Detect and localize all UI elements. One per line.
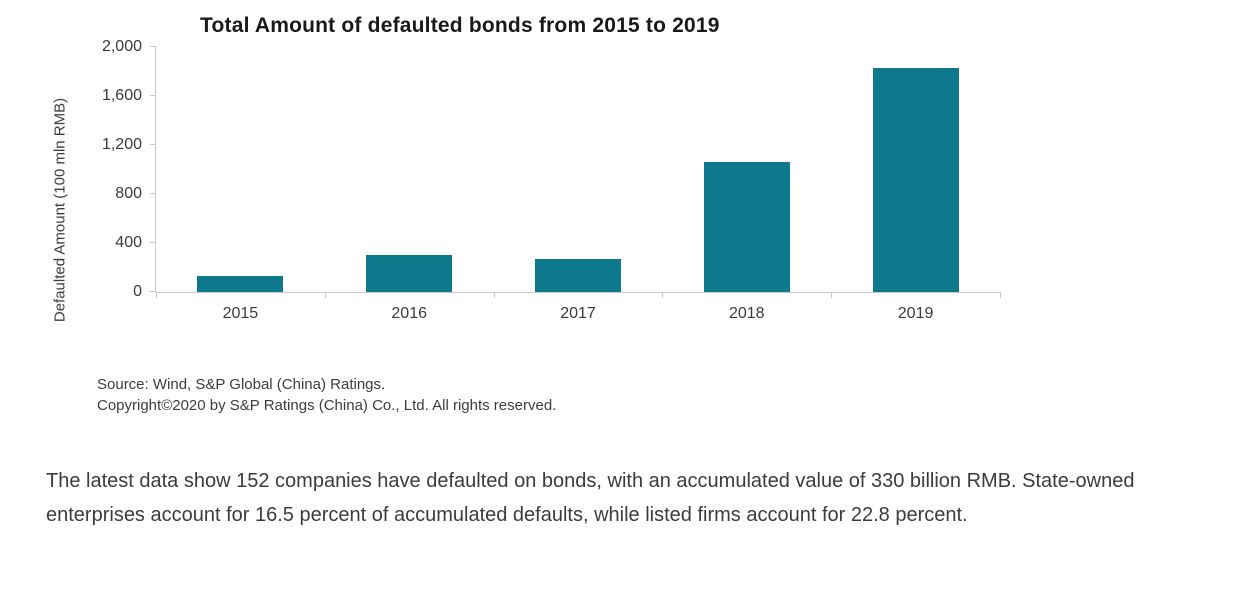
y-tick-label: 800 (115, 185, 142, 202)
y-tick-mark (150, 193, 156, 194)
x-tick-mark (493, 292, 495, 298)
y-tick-mark (150, 46, 156, 47)
y-tick-mark (150, 242, 156, 243)
bar-2018 (703, 162, 790, 292)
y-tick-mark (150, 144, 156, 145)
bar-2019 (872, 67, 959, 292)
x-tick-label-2018: 2018 (728, 305, 765, 322)
x-tick-label-2019: 2019 (897, 305, 934, 322)
bar-slot (325, 47, 494, 292)
copyright-line: Copyright©2020 by S&P Ratings (China) Co… (97, 397, 557, 414)
y-tick-label: 400 (115, 234, 142, 251)
bar-2016 (366, 255, 453, 292)
y-axis-ticks: 0 400 800 1,200 1,600 2,000 (102, 39, 1000, 300)
x-tick-label-2016: 2016 (391, 305, 427, 322)
x-tick-mark (324, 292, 326, 298)
source-block: Source: Wind, S&P Global (China) Ratings… (97, 374, 556, 416)
bars (156, 47, 1000, 292)
y-tick-label: 0 (133, 283, 142, 300)
x-tick-mark (1000, 292, 1001, 298)
bar-slot (156, 47, 325, 292)
y-tick-mark (150, 291, 156, 292)
y-tick-mark (150, 95, 156, 96)
bar-slot (494, 47, 663, 292)
x-tick-label-2015: 2015 (222, 305, 259, 322)
bar-2015 (197, 276, 284, 292)
x-tick-label-2017: 2017 (560, 305, 596, 322)
body-paragraph: The latest data show 152 companies have … (46, 470, 1135, 526)
y-tick-label: 1,200 (101, 136, 142, 153)
plot-area: 0 400 800 1,200 1,600 2,000 2015 2016 2017 2018 2… (102, 39, 1001, 322)
bar-2017 (534, 258, 621, 292)
x-axis-labels: 2015 2016 2017 2018 2019 (156, 292, 1000, 323)
x-tick-mark (831, 292, 833, 298)
y-tick-label: 1,600 (101, 87, 142, 104)
y-axis-title: Defaulted Amount (100 mln RMB) (51, 97, 69, 323)
y-tick-label: 2,000 (101, 38, 142, 55)
chart-title: Total Amount of defaulted bonds from 201… (200, 14, 720, 37)
x-tick-mark (156, 292, 157, 298)
bar-slot (831, 47, 1000, 292)
bar-slot (662, 47, 831, 292)
source-line: Source: Wind, S&P Global (China) Ratings… (97, 376, 386, 393)
x-tick-mark (662, 292, 664, 298)
